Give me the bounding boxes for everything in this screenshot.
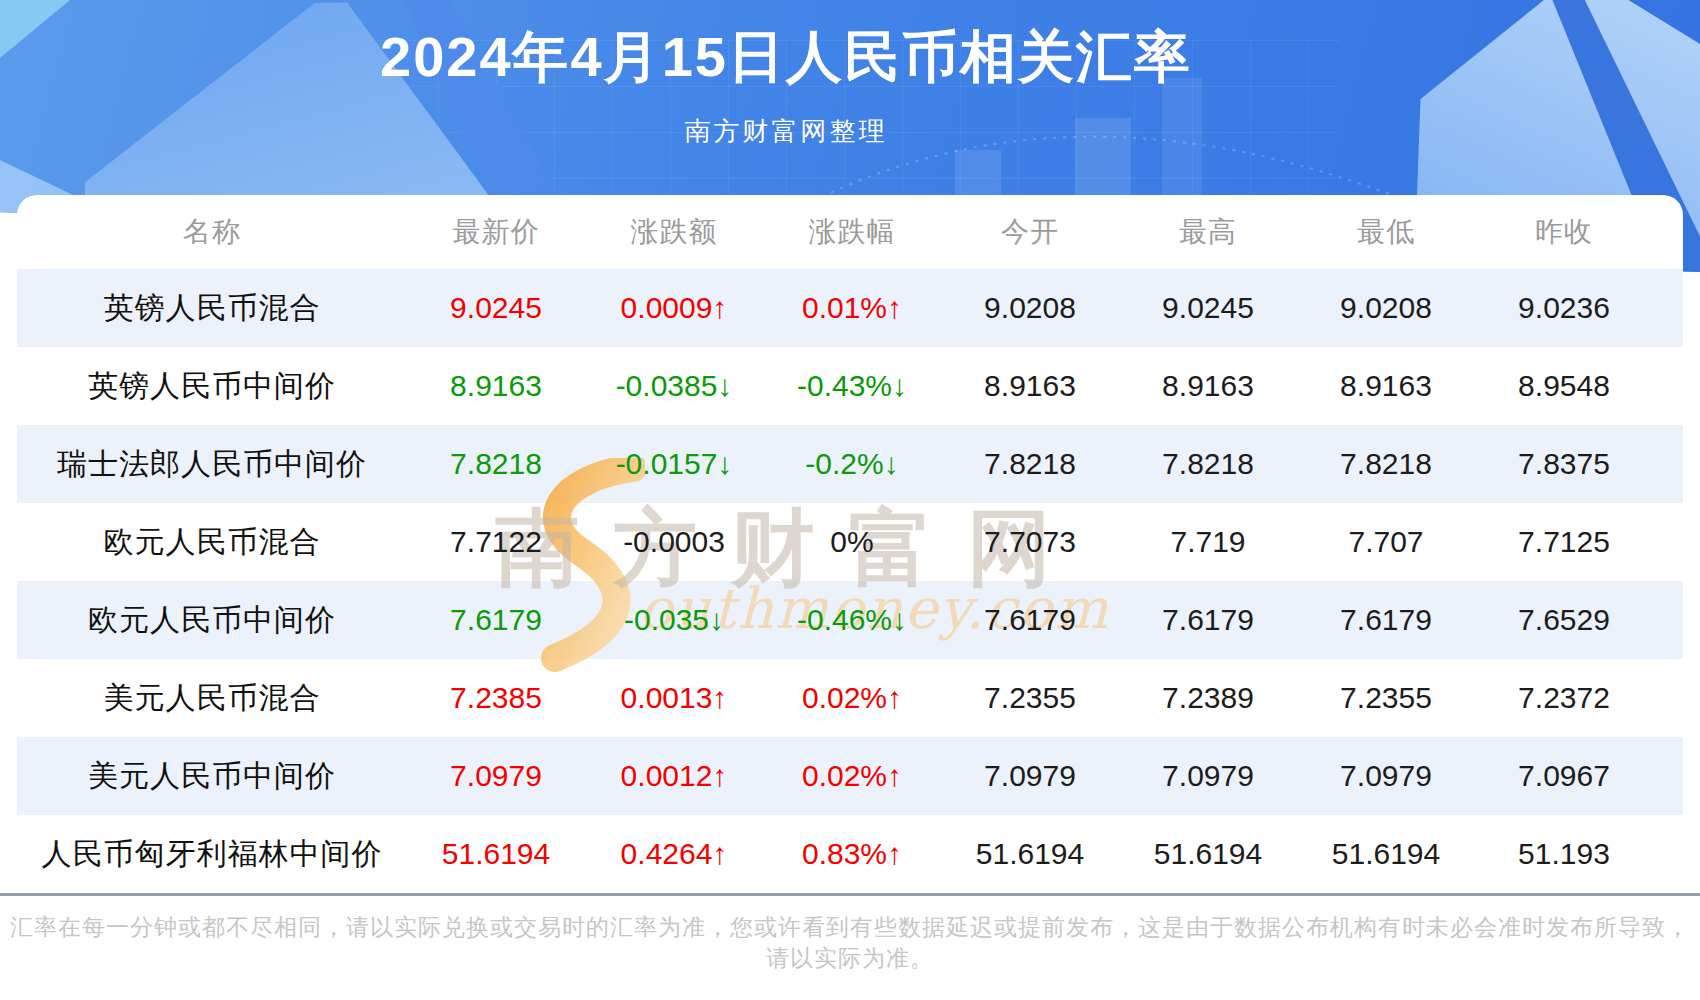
cell-open: 7.8218	[941, 447, 1119, 481]
cell-name: 人民币匈牙利福林中间价	[17, 834, 407, 875]
cell-change-amount: -0.0385↓	[585, 369, 763, 403]
cell-last-price: 51.6194	[407, 837, 585, 871]
column-header-name: 名称	[17, 213, 407, 251]
column-header-change-percent: 涨跌幅	[763, 213, 941, 251]
column-header-low: 最低	[1297, 213, 1475, 251]
cell-change-amount: 0.0009↑	[585, 291, 763, 325]
cell-low: 7.2355	[1297, 681, 1475, 715]
cell-low: 7.0979	[1297, 759, 1475, 793]
cell-name: 英镑人民币混合	[17, 288, 407, 329]
table-row: 英镑人民币混合 9.0245 0.0009↑ 0.01%↑ 9.0208 9.0…	[17, 269, 1683, 347]
cell-high: 7.8218	[1119, 447, 1297, 481]
cell-change-percent: 0%	[763, 525, 941, 559]
cell-change-amount: -0.0157↓	[585, 447, 763, 481]
cell-change-percent: 0.02%↑	[763, 759, 941, 793]
column-header-high: 最高	[1119, 213, 1297, 251]
cell-low: 9.0208	[1297, 291, 1475, 325]
table-row: 欧元人民币混合 7.7122 -0.0003 0% 7.7073 7.719 7…	[17, 503, 1683, 581]
cell-prev-close: 7.0967	[1475, 759, 1653, 793]
cell-change-amount: 0.0012↑	[585, 759, 763, 793]
cell-high: 51.6194	[1119, 837, 1297, 871]
cell-prev-close: 7.6529	[1475, 603, 1653, 637]
cell-high: 7.6179	[1119, 603, 1297, 637]
cell-open: 7.0979	[941, 759, 1119, 793]
cell-open: 51.6194	[941, 837, 1119, 871]
cell-high: 7.2389	[1119, 681, 1297, 715]
cell-prev-close: 7.8375	[1475, 447, 1653, 481]
cell-change-percent: 0.01%↑	[763, 291, 941, 325]
cell-last-price: 7.7122	[407, 525, 585, 559]
table-row: 瑞士法郎人民币中间价 7.8218 -0.0157↓ -0.2%↓ 7.8218…	[17, 425, 1683, 503]
cell-change-amount: -0.0003	[585, 525, 763, 559]
cell-name: 瑞士法郎人民币中间价	[17, 444, 407, 485]
cell-open: 7.7073	[941, 525, 1119, 559]
table-header-row: 名称 最新价 涨跌额 涨跌幅 今开 最高 最低 昨收	[17, 195, 1683, 269]
cell-name: 欧元人民币中间价	[17, 600, 407, 641]
cell-low: 7.707	[1297, 525, 1475, 559]
cell-last-price: 7.0979	[407, 759, 585, 793]
cell-last-price: 8.9163	[407, 369, 585, 403]
footer-note-line2: 请以实际为准。	[0, 943, 1700, 974]
cell-change-percent: -0.2%↓	[763, 447, 941, 481]
cell-change-percent: 0.83%↑	[763, 837, 941, 871]
footer-divider	[0, 893, 1700, 896]
cell-high: 7.0979	[1119, 759, 1297, 793]
cell-prev-close: 9.0236	[1475, 291, 1653, 325]
cell-name: 美元人民币混合	[17, 678, 407, 719]
cell-last-price: 7.6179	[407, 603, 585, 637]
cell-change-percent: 0.02%↑	[763, 681, 941, 715]
page-title: 2024年4月15日人民币相关汇率	[0, 26, 1572, 88]
cell-low: 7.8218	[1297, 447, 1475, 481]
cell-prev-close: 8.9548	[1475, 369, 1653, 403]
cell-prev-close: 7.7125	[1475, 525, 1653, 559]
table-row: 人民币匈牙利福林中间价 51.6194 0.4264↑ 0.83%↑ 51.61…	[17, 815, 1683, 893]
column-header-prev-close: 昨收	[1475, 213, 1653, 251]
column-header-last-price: 最新价	[407, 213, 585, 251]
cell-high: 9.0245	[1119, 291, 1297, 325]
cell-open: 7.2355	[941, 681, 1119, 715]
cell-low: 8.9163	[1297, 369, 1475, 403]
cell-name: 欧元人民币混合	[17, 522, 407, 563]
column-header-change-amount: 涨跌额	[585, 213, 763, 251]
rates-table: 名称 最新价 涨跌额 涨跌幅 今开 最高 最低 昨收 英镑人民币混合 9.024…	[17, 195, 1683, 893]
column-header-open: 今开	[941, 213, 1119, 251]
page: 2024年4月15日人民币相关汇率 南方财富网整理 南方财富网 outhmone…	[0, 0, 1700, 1000]
cell-last-price: 7.8218	[407, 447, 585, 481]
cell-high: 7.719	[1119, 525, 1297, 559]
cell-prev-close: 7.2372	[1475, 681, 1653, 715]
cell-change-percent: -0.46%↓	[763, 603, 941, 637]
page-subtitle: 南方财富网整理	[0, 114, 1572, 149]
cell-change-amount: -0.035↓	[585, 603, 763, 637]
cell-name: 美元人民币中间价	[17, 756, 407, 797]
cell-prev-close: 51.193	[1475, 837, 1653, 871]
footer-note-line1: 汇率在每一分钟或都不尽相同，请以实际兑换或交易时的汇率为准，您或许看到有些数据延…	[0, 912, 1700, 943]
table-row: 美元人民币中间价 7.0979 0.0012↑ 0.02%↑ 7.0979 7.…	[17, 737, 1683, 815]
footer-note: 汇率在每一分钟或都不尽相同，请以实际兑换或交易时的汇率为准，您或许看到有些数据延…	[0, 912, 1700, 974]
cell-open: 7.6179	[941, 603, 1119, 637]
cell-low: 51.6194	[1297, 837, 1475, 871]
cell-name: 英镑人民币中间价	[17, 366, 407, 407]
cell-last-price: 9.0245	[407, 291, 585, 325]
cell-open: 8.9163	[941, 369, 1119, 403]
rates-table-card: 南方财富网 outhmoney.com 名称 最新价 涨跌额 涨跌幅 今开 最高…	[17, 195, 1683, 893]
cell-change-amount: 0.0013↑	[585, 681, 763, 715]
cell-change-amount: 0.4264↑	[585, 837, 763, 871]
cell-last-price: 7.2385	[407, 681, 585, 715]
cell-open: 9.0208	[941, 291, 1119, 325]
table-row: 欧元人民币中间价 7.6179 -0.035↓ -0.46%↓ 7.6179 7…	[17, 581, 1683, 659]
cell-high: 8.9163	[1119, 369, 1297, 403]
table-row: 英镑人民币中间价 8.9163 -0.0385↓ -0.43%↓ 8.9163 …	[17, 347, 1683, 425]
cell-low: 7.6179	[1297, 603, 1475, 637]
table-row: 美元人民币混合 7.2385 0.0013↑ 0.02%↑ 7.2355 7.2…	[17, 659, 1683, 737]
cell-change-percent: -0.43%↓	[763, 369, 941, 403]
